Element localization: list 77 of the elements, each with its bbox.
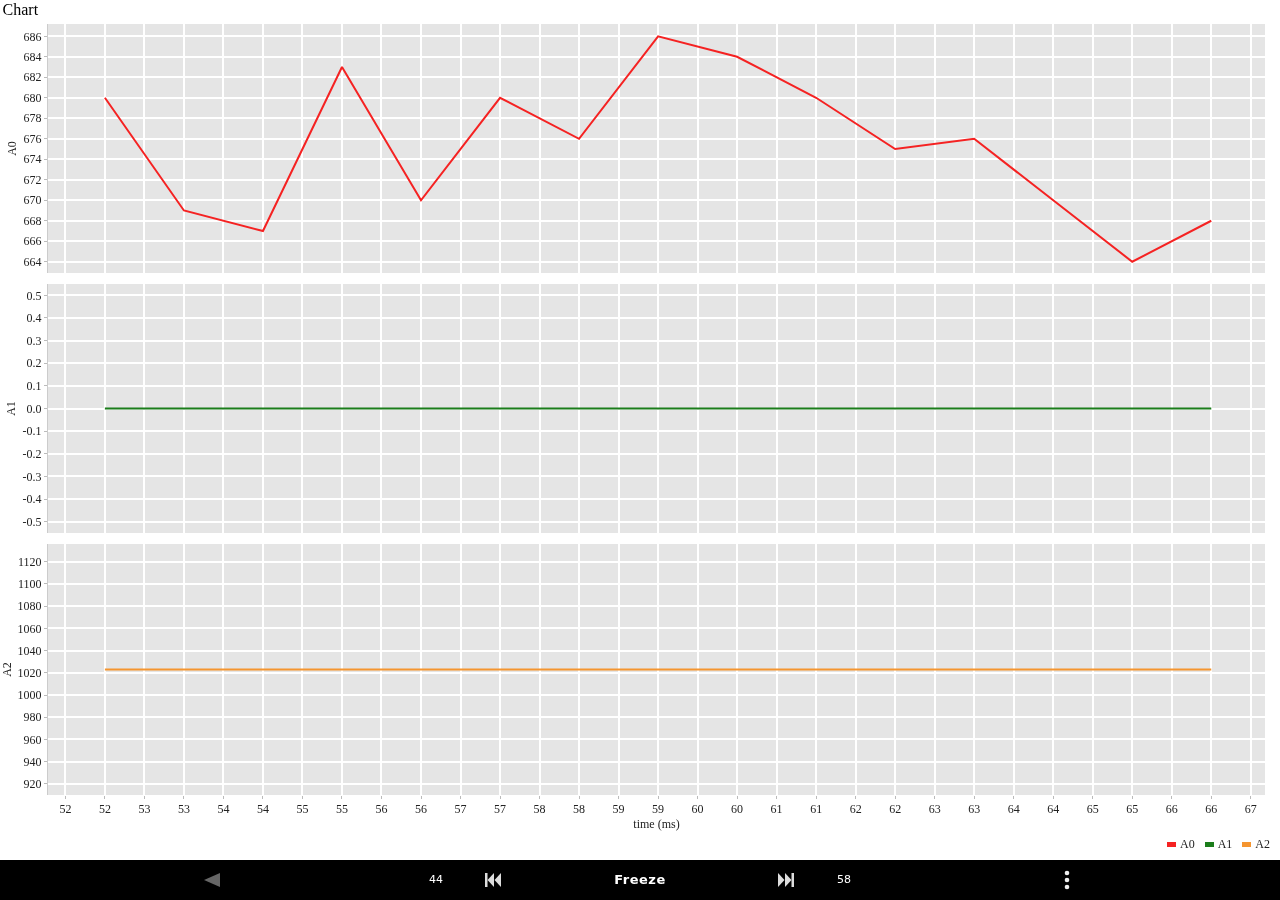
y-tick-label: 0.0 [26, 401, 42, 416]
x-tick-label: 65 [1086, 802, 1099, 817]
y-tick-label: 676 [23, 131, 42, 146]
chart-title: Chart [2, 1, 39, 19]
y-tick-label: 674 [23, 152, 42, 167]
x-tick-label: 52 [98, 802, 111, 817]
x-tick-label: 67 [1244, 802, 1257, 817]
y-tick-label: -0.3 [22, 469, 42, 484]
x-tick-label: 61 [810, 802, 823, 817]
x-tick-label: 57 [494, 802, 507, 817]
legend-label: A0 [1179, 836, 1195, 852]
x-axis-title: time (ms) [633, 817, 680, 832]
text: 44 [429, 872, 443, 888]
y-tick-label: 666 [23, 234, 42, 249]
y-tick-label: 940 [23, 754, 42, 769]
x-tick-label: 62 [849, 802, 862, 817]
legend-label: A1 [1217, 836, 1233, 852]
y-tick-label: 686 [23, 29, 42, 44]
x-tick-label: 54 [256, 802, 269, 817]
text: Freeze [614, 871, 666, 889]
x-tick-label: 53 [177, 802, 190, 817]
y-axis-title: A1 [3, 401, 18, 416]
x-tick-label: 57 [454, 802, 467, 817]
x-tick-label: 60 [731, 802, 744, 817]
y-tick-label: -0.4 [22, 492, 42, 507]
y-tick-label: 0.2 [26, 356, 42, 371]
x-tick-label: 61 [770, 802, 783, 817]
y-tick-label: 680 [23, 90, 42, 105]
y-tick-label: 1100 [18, 577, 42, 592]
x-tick-label: 66 [1165, 802, 1178, 817]
x-tick-label: 62 [889, 802, 902, 817]
y-tick-label: 920 [23, 777, 42, 792]
x-tick-label: 52 [59, 802, 72, 817]
y-tick-label: 1060 [17, 621, 42, 636]
x-tick-label: 56 [375, 802, 388, 817]
y-tick-label: 668 [23, 213, 42, 228]
x-tick-label: 53 [138, 802, 151, 817]
y-tick-label: 678 [23, 111, 42, 126]
y-tick-label: -0.1 [22, 424, 42, 439]
x-tick-label: 58 [573, 802, 586, 817]
y-tick-label: 670 [23, 193, 42, 208]
y-tick-label: 1000 [17, 688, 42, 703]
y-tick-label: -0.2 [22, 446, 42, 461]
legend-label: A2 [1255, 836, 1270, 852]
y-tick-label: 960 [23, 732, 42, 747]
x-tick-label: 63 [968, 802, 981, 817]
x-tick-label: 66 [1205, 802, 1218, 817]
y-tick-label: 672 [23, 172, 42, 187]
y-tick-label: 1120 [18, 554, 42, 569]
y-tick-label: 0.5 [26, 288, 42, 303]
x-tick-label: 65 [1126, 802, 1139, 817]
x-tick-label: 63 [928, 802, 941, 817]
x-tick-label: 54 [217, 802, 230, 817]
y-tick-label: 1020 [17, 666, 42, 681]
x-tick-label: 59 [612, 802, 625, 817]
y-tick-label: -0.5 [22, 514, 42, 529]
y-tick-label: 0.4 [26, 311, 42, 326]
x-tick-label: 58 [533, 802, 546, 817]
x-tick-label: 56 [415, 802, 427, 817]
y-tick-label: 0.3 [26, 333, 42, 348]
y-axis-title: A0 [4, 141, 19, 156]
x-tick-label: 55 [296, 802, 309, 817]
y-tick-label: 1080 [17, 599, 42, 614]
x-tick-label: 60 [691, 802, 704, 817]
x-tick-label: 59 [652, 802, 665, 817]
x-tick-label: 55 [335, 802, 348, 817]
y-axis-title: A2 [0, 662, 14, 677]
y-tick-label: 684 [23, 49, 42, 64]
y-tick-label: 664 [23, 254, 42, 269]
x-tick-label: 64 [1007, 802, 1020, 817]
x-tick-label: 64 [1047, 802, 1060, 817]
y-tick-label: 0.1 [26, 379, 42, 394]
text: 58 [837, 872, 851, 888]
y-tick-label: 682 [23, 70, 42, 85]
y-tick-label: 980 [23, 710, 42, 725]
y-tick-label: 1040 [17, 643, 42, 658]
line-series [103, 35, 1213, 263]
